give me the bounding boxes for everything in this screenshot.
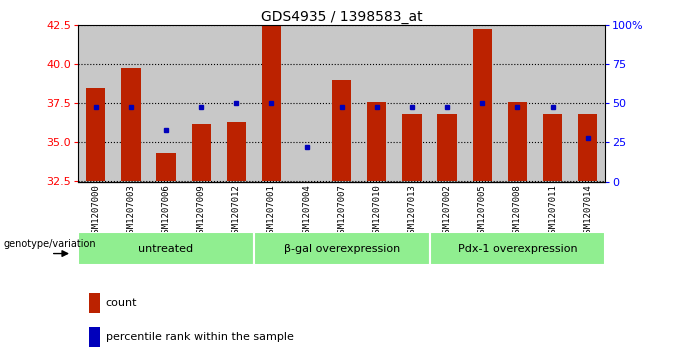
Text: GSM1207000: GSM1207000 <box>91 184 100 238</box>
Text: GSM1207005: GSM1207005 <box>478 184 487 238</box>
Text: genotype/variation: genotype/variation <box>4 239 97 249</box>
Text: percentile rank within the sample: percentile rank within the sample <box>105 333 294 342</box>
Bar <box>86 88 105 182</box>
Text: GSM1207012: GSM1207012 <box>232 184 241 238</box>
Text: GSM1207011: GSM1207011 <box>548 184 557 238</box>
Bar <box>473 29 492 182</box>
Bar <box>88 327 101 347</box>
Bar <box>430 232 605 265</box>
Title: GDS4935 / 1398583_at: GDS4935 / 1398583_at <box>261 11 422 24</box>
Bar <box>543 114 562 182</box>
Text: GSM1207006: GSM1207006 <box>162 184 171 238</box>
Text: GSM1207010: GSM1207010 <box>373 184 381 238</box>
Text: count: count <box>105 298 137 308</box>
Text: GSM1207004: GSM1207004 <box>302 184 311 238</box>
Bar <box>78 232 254 265</box>
Bar <box>88 293 101 313</box>
Bar <box>262 25 281 182</box>
Bar <box>156 154 175 182</box>
Text: β-gal overexpression: β-gal overexpression <box>284 244 400 254</box>
Bar <box>192 124 211 182</box>
Text: GSM1207009: GSM1207009 <box>197 184 205 238</box>
Bar <box>578 114 597 182</box>
Text: untreated: untreated <box>139 244 194 254</box>
Text: GSM1207002: GSM1207002 <box>443 184 452 238</box>
Bar <box>226 122 246 182</box>
Bar <box>437 114 457 182</box>
Bar <box>367 102 386 182</box>
Text: GSM1207008: GSM1207008 <box>513 184 522 238</box>
Bar <box>403 114 422 182</box>
Bar <box>121 68 141 182</box>
Text: GSM1207007: GSM1207007 <box>337 184 346 238</box>
Text: GSM1207003: GSM1207003 <box>126 184 135 238</box>
Text: Pdx-1 overexpression: Pdx-1 overexpression <box>458 244 577 254</box>
Text: GSM1207001: GSM1207001 <box>267 184 276 238</box>
Bar <box>332 80 352 182</box>
Bar <box>254 232 430 265</box>
Bar <box>508 102 527 182</box>
Text: GSM1207014: GSM1207014 <box>583 184 592 238</box>
Text: GSM1207013: GSM1207013 <box>407 184 416 238</box>
